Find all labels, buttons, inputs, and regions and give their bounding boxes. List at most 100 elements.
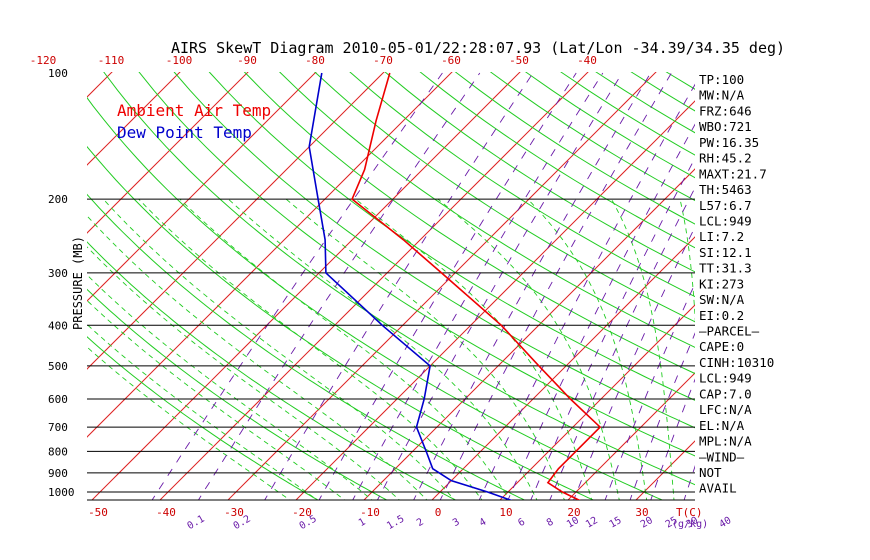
index-item: SI:12.1 [699,245,752,260]
index-item: NOT [699,465,722,480]
temperature-unit-label: T(C) [676,506,703,519]
pressure-tick-label: 500 [48,360,68,373]
mixing-ratio-label: 2 [415,517,426,530]
pressure-tick-label: 1000 [48,486,75,499]
top-temperature-label: -120 [30,54,57,67]
top-temperature-label: -90 [237,54,257,67]
isotherm [295,100,695,500]
isotherm [91,72,521,500]
isotherm [87,72,249,234]
mixing-ratio-line [376,72,623,500]
dry-adiabat [138,72,695,457]
index-item: AVAIL [699,481,737,496]
dry-adiabat [665,72,695,90]
index-item: CINH:10310 [699,355,774,370]
dry-adiabat [419,72,695,249]
top-temperature-label: -50 [509,54,529,67]
top-temperature-labels: -120 -110 -100 -90 -80 -70 -60 -50 -40 [30,54,597,67]
isobars [87,198,695,501]
isotherm [159,72,589,500]
index-item: MPL:N/A [699,434,752,449]
moist-adiabat [87,346,291,500]
index-item: TP:100 [699,72,744,87]
index-item: —WIND— [699,449,745,464]
mixing-ratio-label: 6 [516,517,527,530]
top-temperature-label: -40 [577,54,597,67]
moist-adiabat [285,198,565,500]
moist-adiabat [611,198,675,500]
bottom-temperature-label: 20 [567,506,580,519]
bottom-temperature-label: 30 [635,506,648,519]
pressure-tick-label: 100 [48,67,68,80]
stability-indices-panel: TP:100MW:N/AFRZ:646WBO:721PW:16.35RH:45.… [699,72,774,496]
mixing-ratio-line [352,72,604,500]
top-temperature-label: -110 [98,54,125,67]
isotherm [499,304,695,500]
dry-adiabat [384,72,695,273]
isotherm [567,372,695,500]
mixing-ratio-label: 20 [639,515,655,531]
legend-dew-point-temp: Dew Point Temp [117,123,252,142]
mixing-ratio-label: 1.5 [385,514,406,533]
index-item: LCL:949 [699,213,752,228]
bottom-temperature-label: 10 [499,506,512,519]
pressure-tick-label: 700 [48,421,68,434]
pressure-tick-label: 200 [48,193,68,206]
moist-adiabat [437,198,620,500]
mixing-ratio-label: 0.1 [185,514,206,533]
top-temperature-label: -80 [305,54,325,67]
mixing-ratio-label: 25 [664,515,680,531]
mixing-ratio-label: 1 [357,517,368,530]
ambient-air-temp-line [351,72,602,500]
dry-adiabat [279,72,695,348]
moist-adiabat [87,323,318,500]
moist-adiabat [87,274,373,500]
moist-adiabat [355,198,593,500]
y-axis-label: PRESSURE (MB) [71,236,85,330]
isotherm [227,72,657,500]
pressure-tick-label: 800 [48,445,68,458]
index-item: —PARCEL— [699,324,760,339]
mixing-ratio-line [439,72,672,500]
legend-ambient-air-temp: Ambient Air Temp [117,101,271,120]
mixing-ratio-line [604,282,695,500]
index-item: KI:273 [699,276,744,291]
dry-adiabat [87,241,457,500]
pressure-tick-label: 400 [48,319,68,332]
isotherm [87,72,181,166]
index-item: WBO:721 [699,119,752,134]
isotherm [769,54,870,503]
isotherm [431,236,695,500]
index-item: CAP:7.0 [699,386,752,401]
dry-adiabat [87,96,664,500]
isotherm [363,168,695,500]
isotherm [837,54,870,503]
mixing-ratio-line [318,72,577,500]
index-item: MAXT:21.7 [699,166,767,181]
mixing-ratio-line [507,123,695,500]
mixing-ratio-label: 40 [717,515,733,531]
dew-point-temp-line [308,72,513,500]
bottom-temperature-label: -40 [156,506,176,519]
bottom-temperature-label: 0 [435,506,442,519]
dry-adiabat [349,72,695,298]
index-item: CAPE:0 [699,339,744,354]
index-item: L57:6.7 [699,198,752,213]
index-item: LI:7.2 [699,229,744,244]
chart-title: AIRS SkewT Diagram 2010-05-01/22:28:07.9… [171,39,785,57]
isotherm [87,72,385,370]
index-item: RH:45.2 [699,151,752,166]
mixing-ratio-label: 10 [565,515,581,531]
moist-adiabat [179,198,510,500]
dry-adiabat [524,72,695,179]
index-item: MW:N/A [699,88,745,103]
bottom-temperature-label: -10 [360,506,380,519]
mixing-ratio-label: 3 [451,517,462,530]
index-item: EI:0.2 [699,308,744,323]
mixing-ratio-label: 15 [608,515,624,531]
index-item: FRZ:646 [699,103,752,118]
top-temperature-label: -60 [441,54,461,67]
dry-adiabat [454,72,695,225]
dry-adiabat [243,72,695,375]
